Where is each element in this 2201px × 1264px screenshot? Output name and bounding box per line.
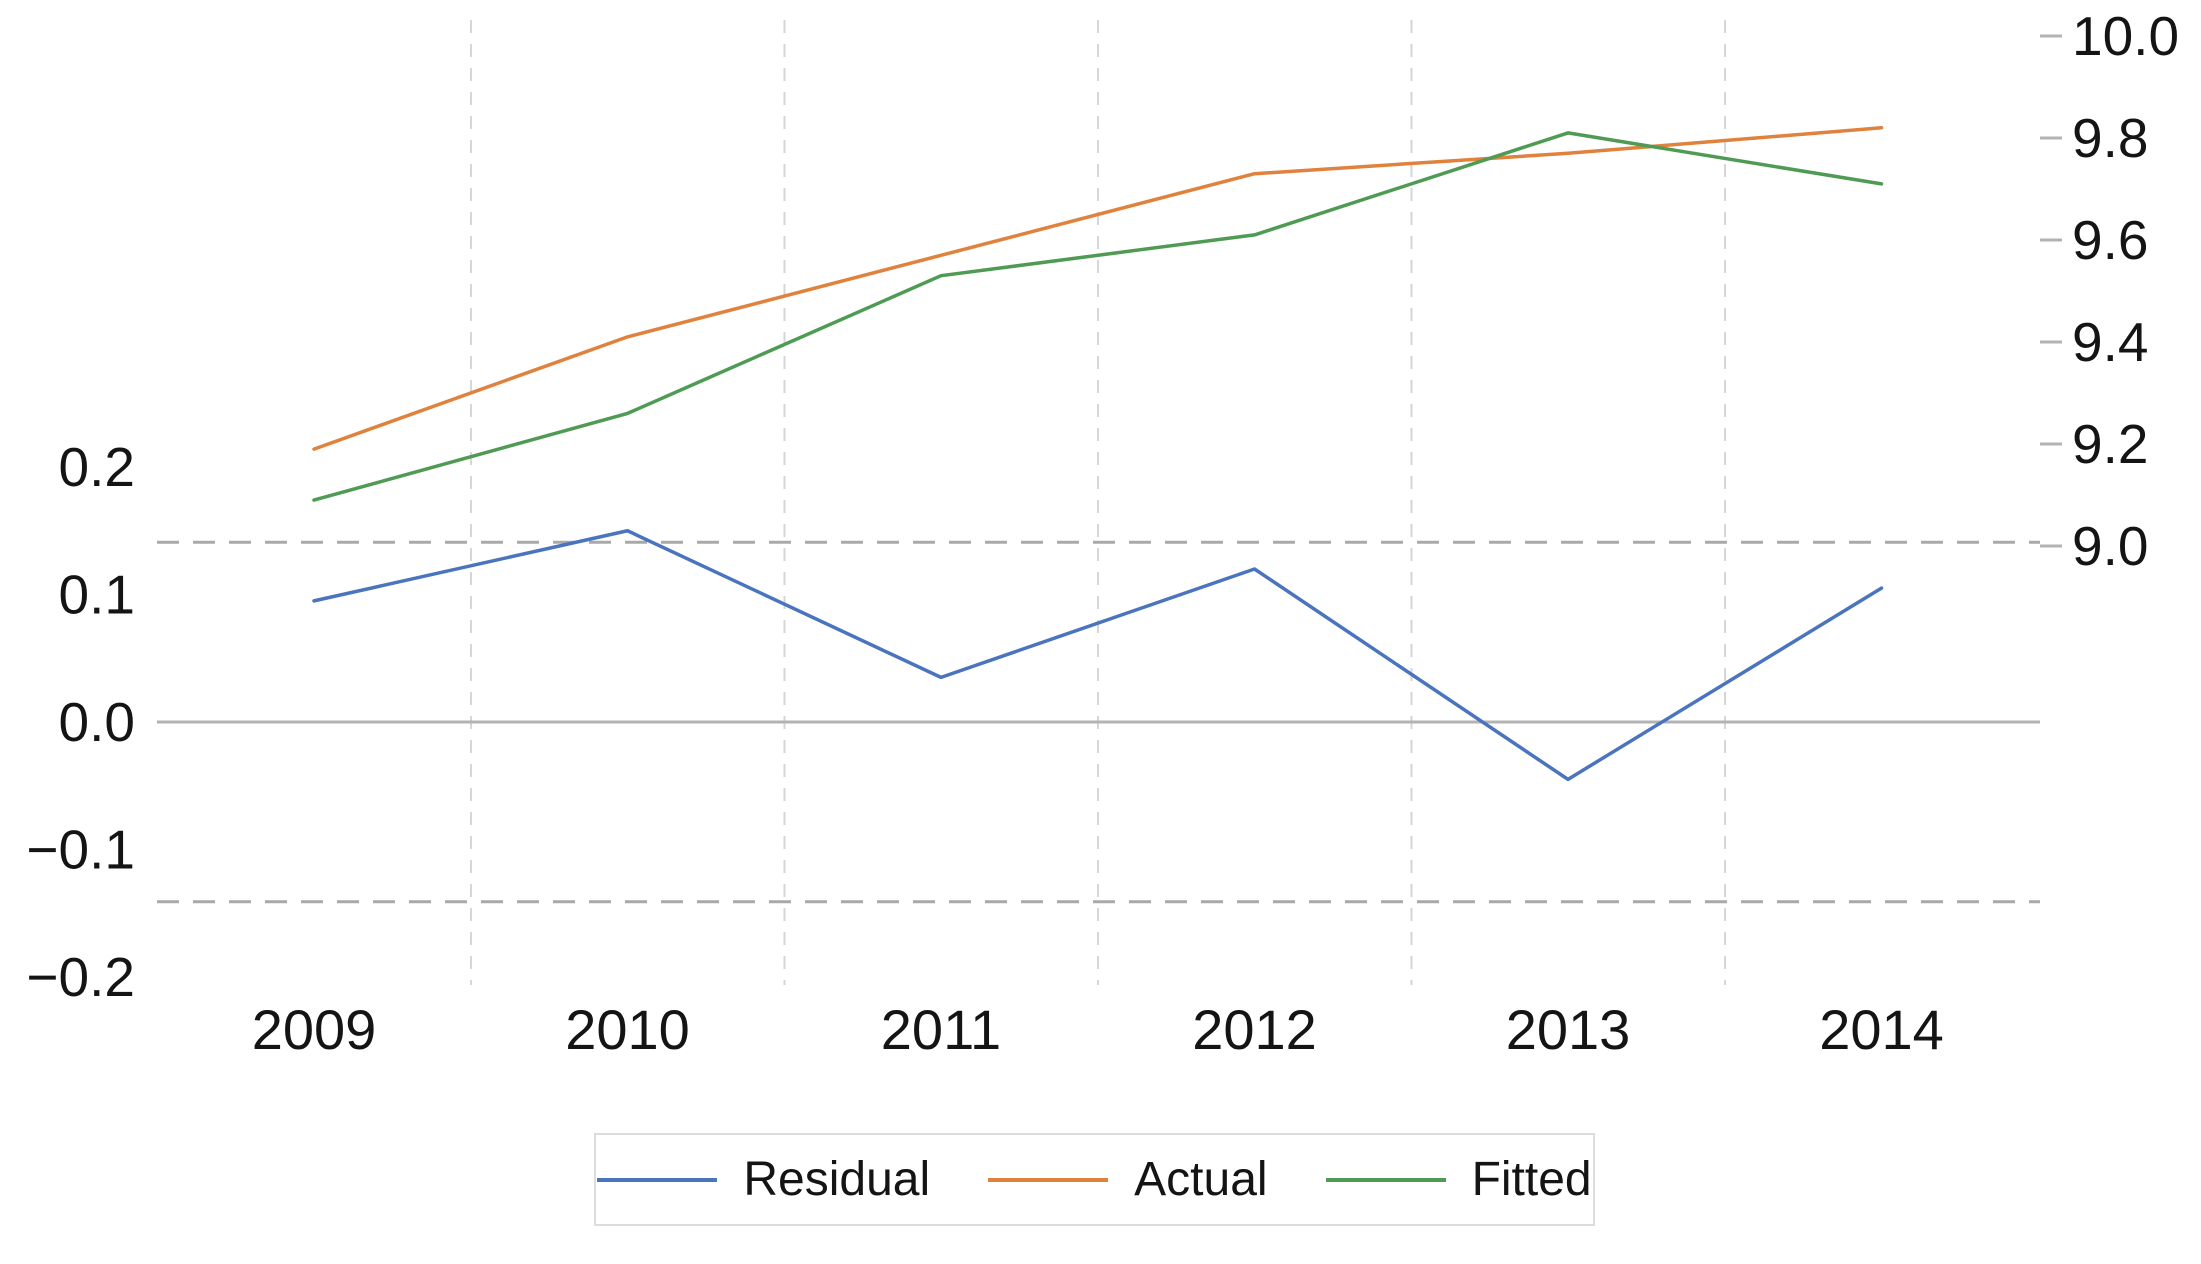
x-axis-label: 2009 [252, 998, 377, 1061]
legend-item-fitted: Fitted [1325, 1152, 1592, 1207]
legend-label-residual: Residual [743, 1153, 931, 1206]
right-axis-tick-label: 9.0 [2072, 515, 2148, 577]
right-axis-tick-label: 9.6 [2072, 209, 2148, 271]
x-axis-label: 2014 [1819, 998, 1944, 1061]
fitted-line-sample [1325, 1177, 1446, 1182]
x-axis-label: 2010 [565, 998, 690, 1061]
left-axis-tick-label: −0.2 [26, 946, 135, 1008]
x-axis-label: 2011 [881, 998, 1001, 1061]
residual-line-sample [597, 1177, 718, 1182]
residual-line [312, 529, 1884, 782]
left-axis-tick-label: 0.2 [59, 436, 135, 498]
right-axis-tick-label: 10.0 [2072, 5, 2179, 67]
x-axis-label: 2012 [1192, 998, 1317, 1061]
right-axis-tick-label: 9.4 [2072, 311, 2148, 373]
right-axis-tick-label: 9.2 [2072, 413, 2148, 475]
legend-label-fitted: Fitted [1471, 1153, 1592, 1206]
legend-item-actual: Actual [988, 1152, 1268, 1207]
legend-label-actual: Actual [1134, 1153, 1268, 1206]
left-axis-tick-label: 0.1 [59, 564, 135, 626]
actual-line [312, 126, 1884, 451]
x-axis-label: 2013 [1506, 998, 1631, 1061]
left-axis-tick-label: 0.0 [59, 691, 135, 753]
actual-line-sample [988, 1177, 1109, 1182]
fitted-line [312, 131, 1884, 502]
legend-item-residual: Residual [597, 1152, 930, 1207]
left-axis-tick-label: −0.1 [26, 819, 135, 881]
right-axis-tick-label: 9.8 [2072, 107, 2148, 169]
legend-box: Residual Actual Fitted [594, 1133, 1595, 1226]
